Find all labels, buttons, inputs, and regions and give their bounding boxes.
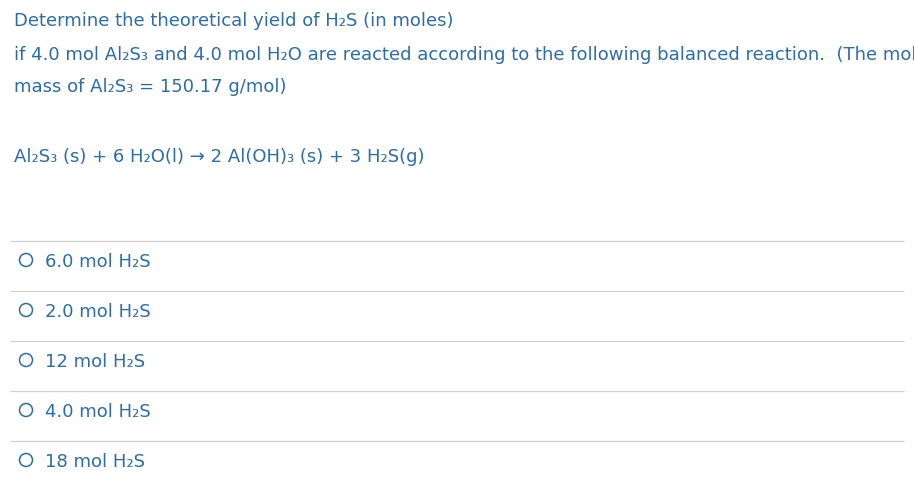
Text: mass of Al₂S₃ = 150.17 g/mol): mass of Al₂S₃ = 150.17 g/mol) — [14, 78, 286, 96]
Text: 6.0 mol H₂S: 6.0 mol H₂S — [45, 252, 151, 270]
Text: Determine the theoretical yield of H₂S (in moles): Determine the theoretical yield of H₂S (… — [14, 12, 453, 30]
Text: Al₂S₃ (s) + 6 H₂O(l) → 2 Al(OH)₃ (s) + 3 H₂S(g): Al₂S₃ (s) + 6 H₂O(l) → 2 Al(OH)₃ (s) + 3… — [14, 148, 424, 165]
Text: 2.0 mol H₂S: 2.0 mol H₂S — [45, 303, 151, 320]
Text: 12 mol H₂S: 12 mol H₂S — [45, 352, 145, 370]
Text: 18 mol H₂S: 18 mol H₂S — [45, 452, 145, 470]
Text: if 4.0 mol Al₂S₃ and 4.0 mol H₂O are reacted according to the following balanced: if 4.0 mol Al₂S₃ and 4.0 mol H₂O are rea… — [14, 46, 914, 64]
Text: 4.0 mol H₂S: 4.0 mol H₂S — [45, 402, 151, 420]
